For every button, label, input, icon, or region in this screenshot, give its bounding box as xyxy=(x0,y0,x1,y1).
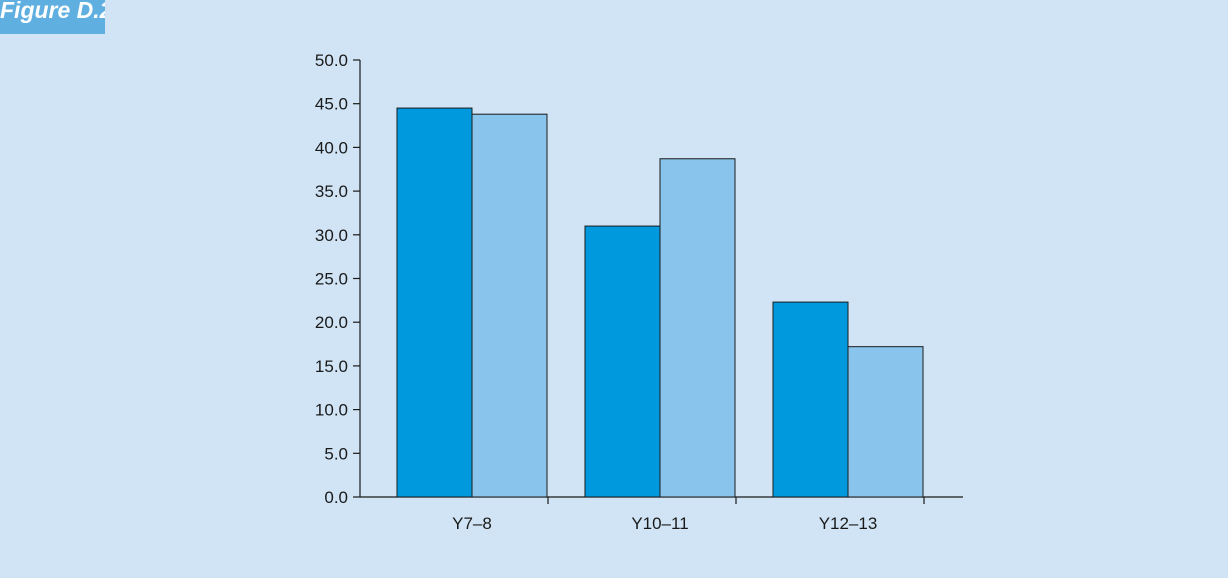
bar-series-1-1 xyxy=(584,225,661,498)
x-axis: Y7–8 Y10–11 Y12–13 xyxy=(360,496,963,533)
y-tick-label-2: 10.0 xyxy=(315,401,348,420)
bar-series-2-1 xyxy=(659,158,736,498)
bar-series-2-2 xyxy=(847,346,924,498)
bar-series-2-0 xyxy=(471,113,548,498)
figure-label: Figure D.2 xyxy=(0,0,105,23)
y-tick-label-8: 40.0 xyxy=(315,138,348,157)
y-tick-label-3: 15.0 xyxy=(315,357,348,376)
y-tick-label-6: 30.0 xyxy=(315,226,348,245)
y-tick-label-0: 0.0 xyxy=(324,488,348,507)
bar-series-1-2 xyxy=(772,301,849,498)
x-category-label-2: Y12–13 xyxy=(819,514,878,533)
figure-label-tab: Figure D.2 xyxy=(0,0,105,34)
x-category-label-0: Y7–8 xyxy=(452,514,492,533)
y-tick-label-5: 25.0 xyxy=(315,270,348,289)
x-category-label-1: Y10–11 xyxy=(631,514,688,533)
y-tick-label-7: 35.0 xyxy=(315,182,348,201)
y-tick-label-1: 5.0 xyxy=(324,444,348,463)
y-tick-label-4: 20.0 xyxy=(315,313,348,332)
bar-series-1-0 xyxy=(396,107,473,498)
bars xyxy=(396,107,924,498)
y-tick-label-9: 45.0 xyxy=(315,95,348,114)
y-axis: 0.0 5.0 10.0 15.0 20.0 25.0 30.0 35.0 40.0 45.0 50… xyxy=(315,51,361,507)
y-tick-label-10: 50.0 xyxy=(315,51,348,70)
